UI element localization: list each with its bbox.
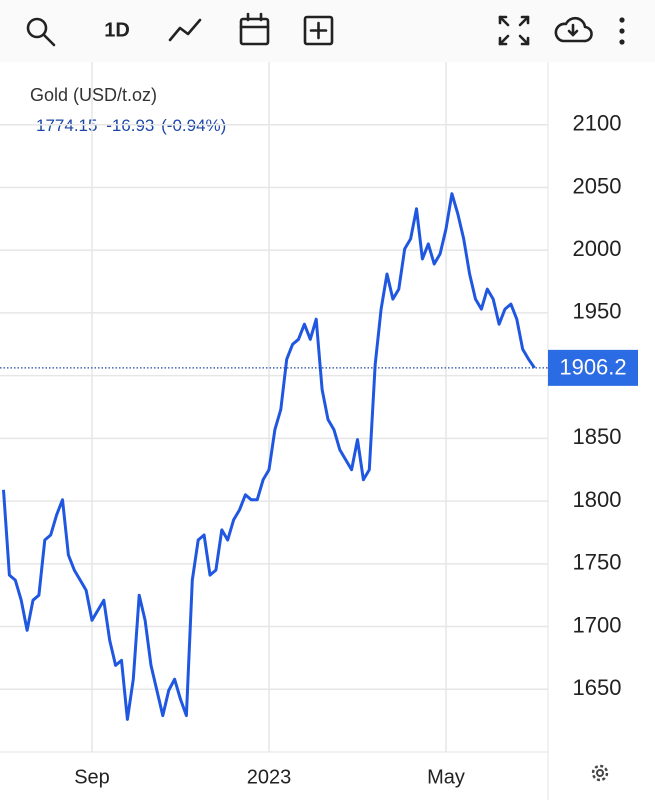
y-tick-label: 2100 [573,111,622,136]
y-tick-label: 1650 [573,675,622,700]
x-tick-label: 2023 [247,766,292,788]
settings-button[interactable] [591,764,609,782]
fullscreen-button[interactable] [498,15,530,46]
last-price-tag [548,349,638,386]
x-tick-label: Sep [74,766,110,788]
add-indicator-button[interactable] [303,15,334,46]
x-tick-label: May [427,766,465,788]
quote: 1774.15 -16.93 (-0.94%) [36,116,226,135]
toolbar [0,0,655,62]
grid [0,62,548,752]
change-pct: (-0.94%) [161,116,226,135]
last-price-label: 1906.2 [559,355,626,380]
interval-button[interactable]: 1D [104,19,130,41]
change: -16.93 [106,116,154,135]
search-button[interactable] [26,17,56,47]
calendar-button[interactable] [239,12,270,46]
chart-title: Gold (USD/t.oz) [30,85,157,105]
price: 1774.15 [36,116,97,135]
more-button[interactable] [619,17,625,45]
chart-type-button[interactable] [168,18,202,42]
download-button[interactable] [554,16,593,43]
y-tick-label: 1950 [573,299,622,324]
y-tick-label: 2000 [573,236,622,261]
y-tick-label: 1750 [573,550,622,575]
y-tick-label: 1800 [573,487,622,512]
y-tick-label: 2050 [573,173,622,198]
y-tick-label: 1700 [573,612,622,637]
y-tick-label: 1850 [573,424,622,449]
price-line [2,192,536,721]
